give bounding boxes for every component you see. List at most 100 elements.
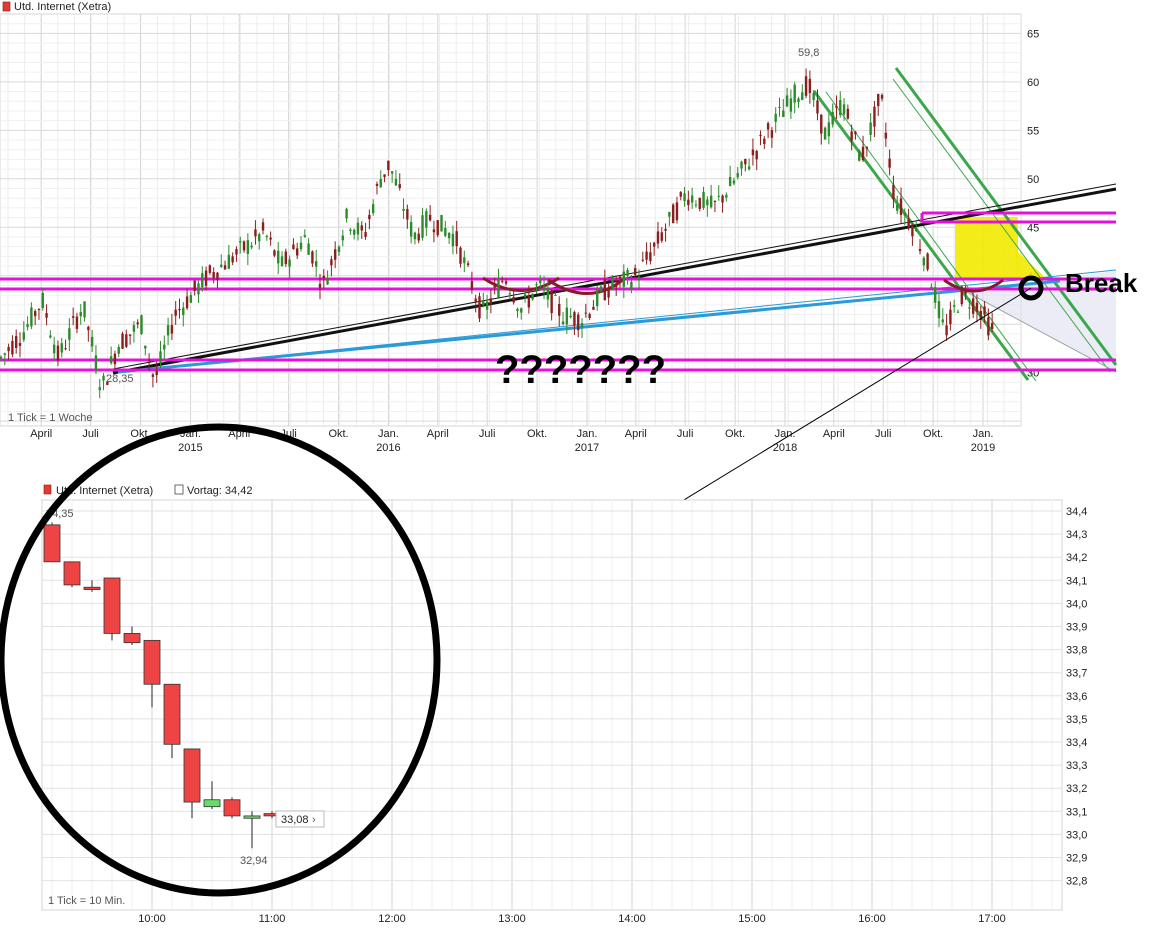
intraday-legend: Utd. Internet (Xetra) Vortag: 34,42: [43, 484, 252, 497]
weekly-bar-body: [402, 208, 405, 211]
weekly-bar-body: [227, 254, 231, 269]
intraday-y-tick-label: 33,3: [1066, 760, 1087, 772]
weekly-bar-body: [922, 257, 926, 266]
intraday-x-tick-label: 17:00: [978, 913, 1006, 925]
weekly-bar-body: [508, 293, 512, 295]
weekly-bar-body: [816, 100, 819, 114]
weekly-bar-body: [877, 93, 880, 107]
weekly-x-tick-label: Juli: [82, 428, 99, 440]
weekly-bar-body: [432, 229, 436, 233]
intraday-legend-swatch: [43, 484, 52, 495]
weekly-bar-body: [622, 271, 625, 287]
intraday-candle-body: [223, 799, 241, 817]
intraday-y-tick-label: 34,0: [1066, 598, 1087, 610]
weekly-bar-body: [839, 99, 842, 116]
weekly-bar-body: [933, 287, 937, 303]
yellow-highlight: [955, 217, 1018, 279]
weekly-bar-body: [322, 275, 325, 279]
weekly-bar-body: [106, 381, 109, 385]
weekly-bar-body: [918, 248, 922, 252]
blue-trendline: [117, 279, 1061, 374]
intraday-candle-body: [63, 561, 81, 586]
weekly-bar-body: [596, 289, 599, 307]
weekly-y-tick-label: 60: [1027, 77, 1039, 89]
weekly-bar-body: [956, 311, 960, 313]
weekly-bar-body: [520, 308, 523, 313]
weekly-bar-body: [641, 259, 644, 261]
weekly-bar-body: [721, 195, 724, 203]
weekly-bar-body: [45, 313, 48, 318]
intraday-y-tick-label: 32,8: [1066, 876, 1087, 888]
weekly-bar-body: [633, 268, 637, 275]
weekly-bar-body: [831, 112, 834, 125]
weekly-bar-body: [235, 248, 238, 255]
weekly-bar-body: [679, 192, 682, 197]
weekly-tick-note: 1 Tick = 1 Woche: [8, 412, 92, 424]
weekly-bar-body: [0, 356, 3, 359]
weekly-bar-body: [504, 281, 508, 284]
intraday-x-axis: 10:00 11:00 12:00 13:00 14:00 15:00 16:00 17:00: [138, 913, 1006, 925]
weekly-bar-body: [212, 271, 215, 278]
weekly-bar-body: [671, 204, 675, 224]
weekly-bar-body: [440, 215, 443, 232]
weekly-bar-body: [565, 307, 569, 325]
weekly-bar-body: [983, 306, 986, 315]
weekly-bar-body: [937, 301, 941, 319]
weekly-x-tick-label: Okt.: [527, 428, 547, 440]
weekly-bar-body: [873, 106, 876, 127]
weekly-bar-body: [478, 296, 481, 319]
intraday-candle-body: [243, 815, 261, 819]
intraday-y-tick-label: 33,4: [1066, 737, 1087, 749]
intraday-x-tick-label: 14:00: [618, 913, 646, 925]
weekly-bar-body: [216, 272, 219, 280]
weekly-bar-body: [725, 194, 728, 198]
weekly-bar-body: [22, 332, 25, 340]
weekly-bar-body: [561, 321, 565, 325]
weekly-bar-body: [842, 104, 846, 115]
intraday-y-tick-label: 33,0: [1066, 829, 1087, 841]
intraday-y-tick-label: 34,4: [1066, 506, 1087, 518]
weekly-bar-body: [444, 228, 447, 236]
weekly-bar-body: [284, 251, 288, 265]
weekly-bar-body: [75, 316, 79, 329]
intraday-candles: [43, 522, 281, 849]
weekly-bar-body: [850, 131, 853, 141]
weekly-bar-body: [497, 280, 500, 298]
weekly-bar-body: [717, 195, 720, 197]
weekly-bar-body: [599, 286, 603, 292]
weekly-bar-body: [554, 294, 557, 296]
weekly-bar-body: [573, 312, 576, 326]
black-trendline: [112, 187, 1117, 375]
black-trendline-thin: [112, 183, 1117, 370]
weekly-bar-body: [318, 283, 322, 288]
intraday-candle-body: [83, 586, 101, 590]
weekly-bar-body: [892, 184, 895, 200]
weekly-bar-body: [299, 242, 303, 250]
weekly-bar-body: [102, 375, 105, 381]
weekly-bar-body: [569, 315, 572, 318]
weekly-bar-body: [387, 160, 390, 171]
weekly-bar-body: [637, 276, 641, 281]
zoom-circle: [0, 423, 441, 897]
weekly-bar-body: [656, 231, 660, 244]
weekly-bar-body: [846, 108, 850, 119]
weekly-bar-body: [618, 276, 622, 279]
weekly-legend-swatch: [2, 1, 11, 12]
weekly-bar-body: [736, 173, 739, 178]
weekly-bar-body: [858, 150, 861, 161]
weekly-bar-body: [49, 335, 52, 338]
intraday-y-axis: 34,4 34,3 34,2 34,1 34,0 33,9 33,8 33,7 33,6 33,5…: [1066, 506, 1087, 888]
weekly-bar-body: [94, 355, 98, 372]
weekly-bar-body: [166, 325, 170, 336]
weekly-x-year-label: 2016: [376, 442, 400, 454]
weekly-bar-body: [926, 253, 929, 270]
weekly-bar-body: [231, 256, 234, 263]
weekly-bar-body: [436, 220, 439, 236]
weekly-bar-body: [861, 146, 865, 161]
weekly-bar-body: [314, 261, 318, 267]
weekly-bar-body: [577, 314, 580, 331]
weekly-bar-body: [466, 263, 470, 266]
weekly-bar-body: [664, 228, 667, 231]
weekly-bar-body: [421, 215, 424, 238]
